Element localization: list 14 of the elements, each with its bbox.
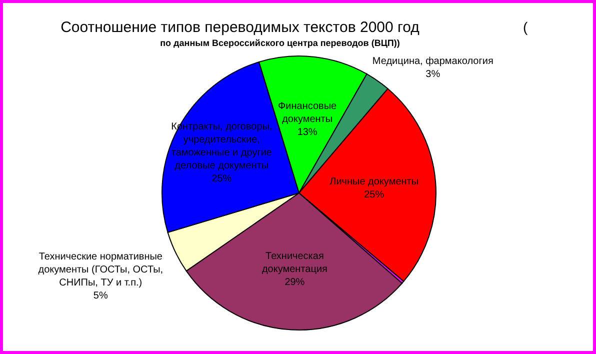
slice-label: Техническая документация bbox=[262, 251, 328, 276]
slice-label: Медицина, фармакология bbox=[372, 56, 494, 67]
data-label: 25% bbox=[212, 174, 232, 185]
data-label: 3% bbox=[426, 68, 440, 80]
chart-title: Соотношение типов переводимых текстов 2000 год bbox=[60, 19, 420, 36]
slice-label: Личные документы bbox=[330, 176, 419, 188]
data-label: 13% bbox=[297, 127, 318, 138]
data-label: 5% bbox=[93, 290, 108, 302]
data-label: 25% bbox=[364, 189, 384, 200]
chart-subtitle: по данным Всероссийского центра переводов (ВЦП)) bbox=[160, 38, 400, 48]
slice-label: Финансовые документы bbox=[278, 101, 338, 126]
data-label: 29% bbox=[284, 277, 305, 288]
slice-label: Технические нормативные документы (ГОСТы, ОСТы, СНИПы, ТУ и т.п.) bbox=[38, 252, 164, 288]
text: ( bbox=[523, 19, 528, 35]
